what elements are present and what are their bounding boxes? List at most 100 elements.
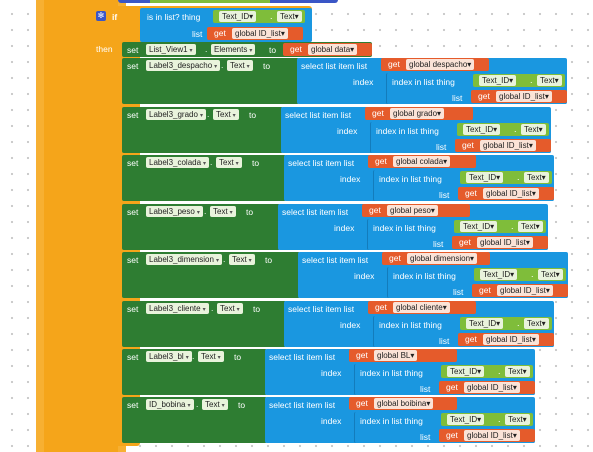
- property-dropdown[interactable]: Text▾: [227, 60, 253, 71]
- component-dropdown[interactable]: Label3_despacho ▾: [146, 60, 221, 71]
- text-id-getter[interactable]: Text_ID▾. Text▾: [457, 123, 549, 136]
- property-dropdown[interactable]: Text▾: [216, 157, 242, 168]
- variable-dropdown[interactable]: global despacho▾: [406, 59, 475, 70]
- dropdown-arrow-icon: ▾: [477, 367, 482, 376]
- dropdown-arrow-icon: ▾: [528, 141, 533, 150]
- list-label: list: [436, 142, 447, 152]
- get-id-list-block[interactable]: get global ID_list▾: [452, 236, 548, 249]
- component-dropdown[interactable]: Text_ID▾: [463, 124, 501, 135]
- select-list-item-label: select list item list: [302, 255, 369, 265]
- get-variable-block[interactable]: get global peso▾: [362, 204, 470, 217]
- variable-dropdown[interactable]: global BL▾: [374, 350, 418, 361]
- get-id-list-block[interactable]: get global ID_list▾: [471, 90, 567, 103]
- thing-text-id-getter[interactable]: Text_ID▾ . Text▾: [213, 10, 305, 23]
- variable-dropdown[interactable]: global grado▾: [390, 108, 445, 119]
- property-dropdown[interactable]: Text▾: [518, 221, 543, 232]
- variable-dropdown[interactable]: global boibina▾: [374, 398, 434, 409]
- get-variable-block[interactable]: get global BL▾: [349, 349, 457, 362]
- property-dropdown[interactable]: Text▾: [202, 399, 228, 410]
- component-dropdown[interactable]: Text_ID▾: [460, 221, 498, 232]
- property-dropdown[interactable]: Text▾: [213, 109, 239, 120]
- get-variable-block[interactable]: get global grado▾: [365, 107, 473, 120]
- component-dropdown[interactable]: Text_ID▾: [466, 172, 504, 183]
- variable-dropdown[interactable]: global ID_list▾: [464, 382, 520, 393]
- gear-icon[interactable]: ✻: [96, 11, 106, 21]
- index-label: index: [340, 320, 361, 330]
- dropdown-arrow-icon: ▾: [249, 12, 254, 21]
- property-dropdown[interactable]: Text▾: [538, 269, 563, 280]
- property-dropdown[interactable]: Text▾: [198, 351, 224, 362]
- component-dropdown[interactable]: ID_bobina ▾: [146, 399, 194, 410]
- property-dropdown[interactable]: Text▾: [521, 124, 546, 135]
- property-dropdown[interactable]: Text▾: [505, 414, 530, 425]
- variable-dropdown[interactable]: global cliente▾: [393, 302, 450, 313]
- set-label-block[interactable]: [122, 349, 267, 395]
- property-dropdown[interactable]: Text▾: [229, 254, 255, 265]
- get-label: get: [214, 28, 226, 38]
- component-dropdown[interactable]: Label3_peso ▾: [146, 206, 203, 217]
- get-variable-block[interactable]: get global colada▾: [368, 155, 476, 168]
- property-dropdown[interactable]: Elements ▾: [211, 44, 256, 55]
- component-dropdown[interactable]: Text_ID▾: [479, 75, 517, 86]
- component-dropdown[interactable]: List_View1 ▾: [146, 44, 196, 55]
- dropdown-arrow-icon: ▾: [443, 157, 448, 166]
- component-dropdown[interactable]: Text_ID▾: [466, 318, 504, 329]
- component-dropdown[interactable]: Text_ID▾: [447, 414, 485, 425]
- variable-dropdown[interactable]: global data▾: [308, 44, 358, 55]
- variable-dropdown[interactable]: global ID_list▾: [496, 91, 552, 102]
- property-dropdown[interactable]: Text▾: [524, 172, 549, 183]
- variable-dropdown[interactable]: global ID_list▾: [232, 28, 288, 39]
- get-id-list-block[interactable]: get global ID_list▾: [472, 284, 568, 297]
- get-variable-block[interactable]: get global boibina▾: [349, 397, 457, 410]
- component-dropdown[interactable]: Label3_dimension ▾: [146, 254, 222, 265]
- property-dropdown[interactable]: Text▾: [277, 11, 302, 22]
- component-dropdown[interactable]: Text_ID▾: [480, 269, 518, 280]
- component-dropdown[interactable]: Label3_bl ▾: [146, 351, 192, 362]
- get-variable-block[interactable]: get global cliente▾: [368, 301, 476, 314]
- get-id-list-block[interactable]: get global ID_list▾: [439, 381, 535, 394]
- dropdown-arrow-icon: ▾: [199, 113, 203, 119]
- variable-dropdown[interactable]: global ID_list▾: [483, 334, 539, 345]
- get-id-list-block[interactable]: get global ID_list▾: [458, 187, 554, 200]
- component-dropdown[interactable]: Label3_colada ▾: [146, 157, 210, 168]
- dot-separator: .: [498, 414, 501, 424]
- get-variable-block[interactable]: get global dimension▾: [382, 252, 490, 265]
- text-id-getter[interactable]: Text_ID▾. Text▾: [454, 220, 546, 233]
- property-dropdown[interactable]: Text▾: [524, 318, 549, 329]
- variable-dropdown[interactable]: global ID_list▾: [483, 188, 539, 199]
- text-id-getter[interactable]: Text_ID▾. Text▾: [460, 171, 552, 184]
- get-variable-block[interactable]: get global despacho▾: [381, 58, 489, 71]
- property-dropdown[interactable]: Text▾: [210, 206, 236, 217]
- text-id-getter[interactable]: Text_ID▾. Text▾: [441, 413, 533, 426]
- variable-dropdown[interactable]: global ID_list▾: [480, 140, 536, 151]
- get-id-list-block[interactable]: get global ID_list▾: [207, 27, 303, 40]
- get-id-list-block[interactable]: get global ID_list▾: [455, 139, 551, 152]
- text-id-getter[interactable]: Text_ID▾. Text▾: [473, 74, 565, 87]
- component-dropdown[interactable]: Label3_cliente ▾: [146, 303, 209, 314]
- set-label-block[interactable]: [122, 397, 267, 443]
- variable-dropdown[interactable]: global ID_list▾: [497, 285, 553, 296]
- component-dropdown[interactable]: Text_ID▾: [447, 366, 485, 377]
- component-dropdown[interactable]: Text_ID▾: [219, 11, 257, 22]
- property-dropdown[interactable]: Text▾: [505, 366, 530, 377]
- variable-dropdown[interactable]: global ID_list▾: [477, 237, 533, 248]
- get-id-list-block[interactable]: get global ID_list▾: [458, 333, 554, 346]
- get-data-block[interactable]: get global data▾: [283, 43, 372, 56]
- property-dropdown[interactable]: Text▾: [217, 303, 243, 314]
- variable-dropdown[interactable]: global colada▾: [393, 156, 451, 167]
- text-id-getter[interactable]: Text_ID▾. Text▾: [441, 365, 533, 378]
- dropdown-arrow-icon: ▾: [410, 351, 415, 360]
- list-label: list: [439, 336, 450, 346]
- get-id-list-block[interactable]: get global ID_list▾: [439, 429, 535, 442]
- variable-dropdown[interactable]: global peso▾: [387, 205, 438, 216]
- select-list-item-label: select list item list: [285, 110, 352, 120]
- property-dropdown[interactable]: Text▾: [537, 75, 562, 86]
- text-id-getter[interactable]: Text_ID▾. Text▾: [474, 268, 566, 281]
- variable-dropdown[interactable]: global ID_list▾: [464, 430, 520, 441]
- dropdown-arrow-icon: ▾: [512, 383, 517, 392]
- variable-dropdown[interactable]: global dimension▾: [407, 253, 478, 264]
- component-dropdown[interactable]: Label3_grado ▾: [146, 109, 206, 120]
- text-id-getter[interactable]: Text_ID▾. Text▾: [460, 317, 552, 330]
- set-label: set: [127, 45, 139, 55]
- dropdown-arrow-icon: ▾: [538, 125, 543, 134]
